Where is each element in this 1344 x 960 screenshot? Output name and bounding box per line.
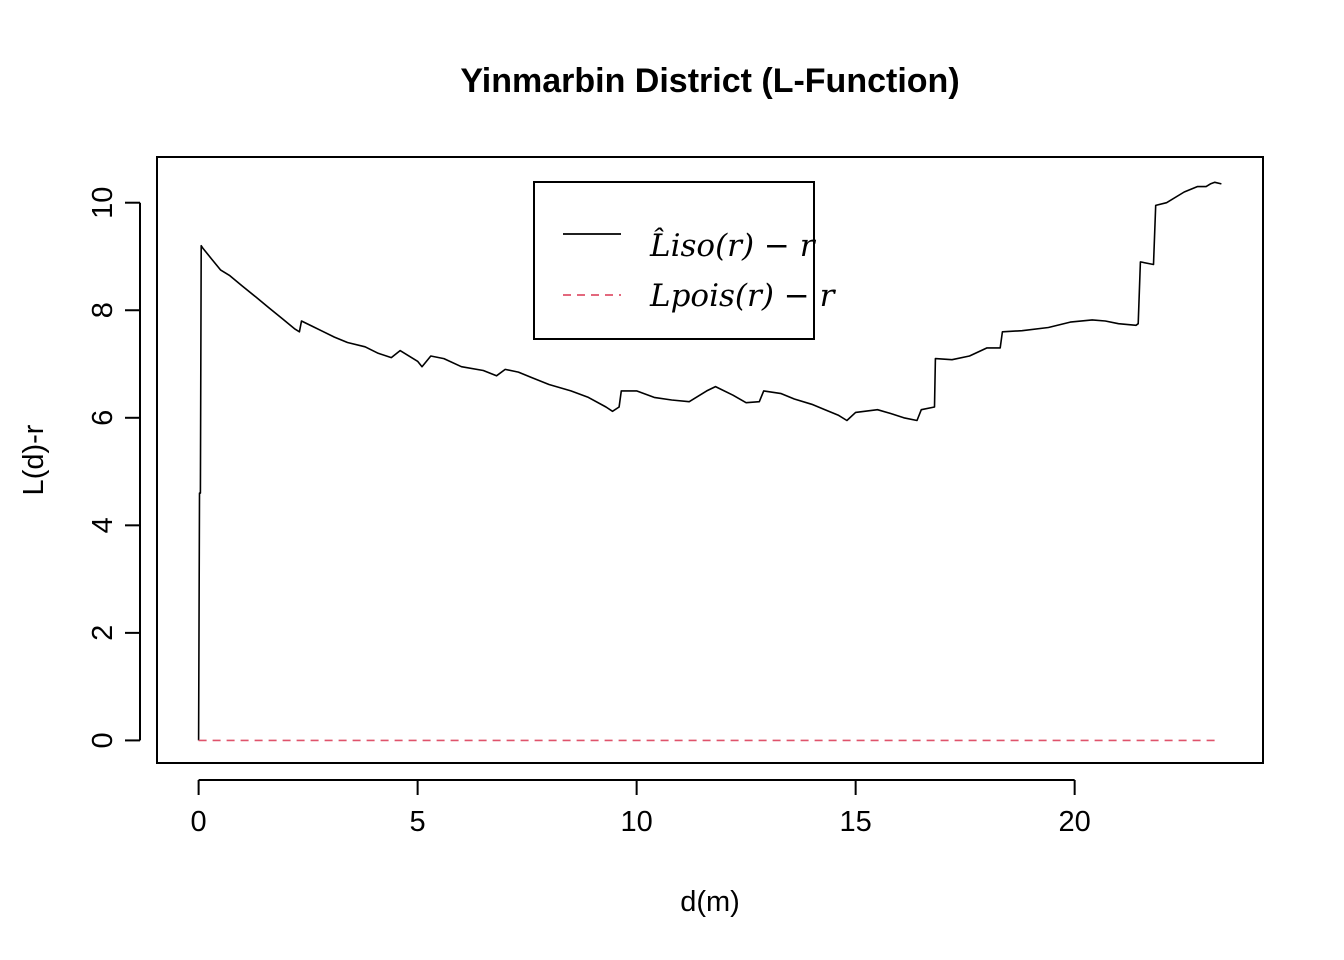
y-tick-label: 0: [87, 732, 119, 748]
series-layer: [197, 181, 1222, 742]
y-tick-label: 10: [87, 187, 119, 219]
x-tick-label: 15: [840, 806, 872, 838]
y-tick-label: 6: [87, 410, 119, 426]
x-tick-label: 10: [620, 806, 652, 838]
x-axis-label: d(m): [680, 886, 740, 918]
x-axis: 0 5 10 15 20: [191, 779, 1091, 838]
y-tick-label: 8: [87, 302, 119, 318]
series-observed-line: [197, 181, 1222, 741]
y-axis-label: L(d)-r: [18, 424, 50, 495]
x-tick-label: 0: [191, 806, 207, 838]
plot-frame: [156, 156, 1264, 764]
y-axis: 0 2 4 6 8 10: [87, 187, 141, 748]
legend: L̂iso(r) − r Lpois(r) − r: [533, 181, 837, 340]
y-tick-label: 2: [87, 625, 119, 641]
chart-title: Yinmarbin District (L-Function): [460, 62, 959, 100]
y-tick-label: 4: [87, 517, 119, 533]
x-tick-label: 20: [1059, 806, 1091, 838]
legend-label-observed: L̂iso(r) − r: [649, 226, 817, 264]
x-tick-label: 5: [410, 806, 426, 838]
legend-label-theoretical: Lpois(r) − r: [649, 278, 837, 314]
legend-box: [533, 181, 815, 340]
